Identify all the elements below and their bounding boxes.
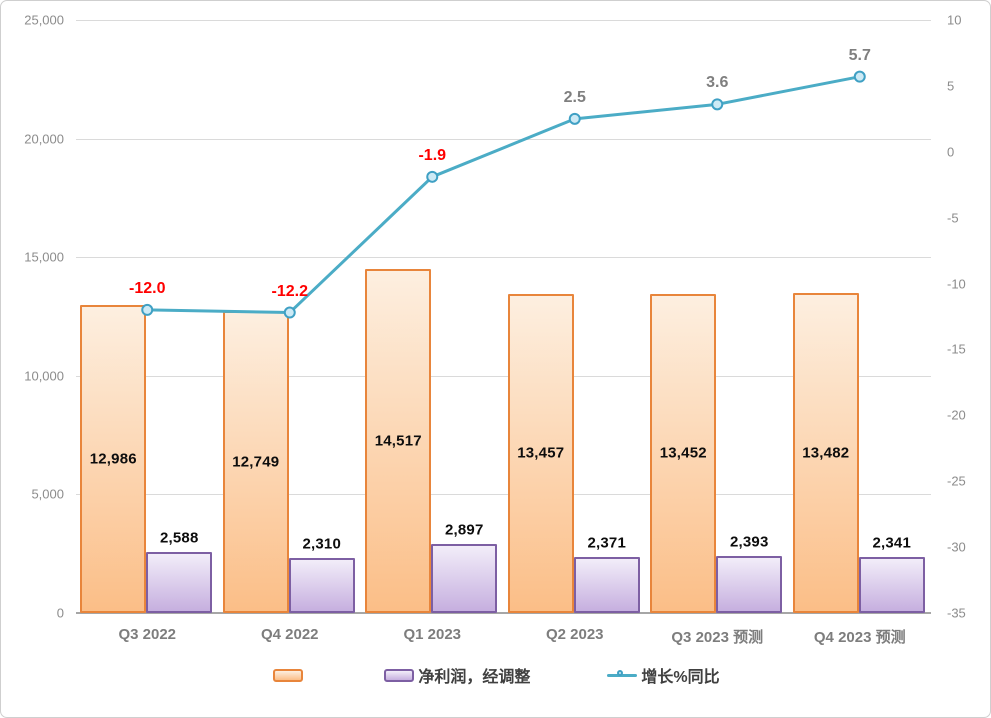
bar-value-label: 2,393 (729, 533, 769, 551)
bar-value-label: 14,517 (374, 432, 422, 450)
revenue-bar (222, 310, 289, 613)
y-axis-tick-label: 5,000 (31, 486, 64, 502)
right-axis-tick-label: 10 (947, 12, 962, 28)
right-axis-tick-label: 5 (947, 78, 955, 94)
right-axis-tick-label: -35 (947, 605, 966, 621)
right-axis-tick-label: -20 (947, 407, 966, 423)
legend-label-growth: 增长%同比 (641, 669, 720, 686)
x-axis-line (76, 612, 931, 614)
growth-value-label: -12.0 (129, 279, 166, 297)
growth-value-label: 3.6 (706, 74, 729, 92)
right-axis-tick-label: -5 (947, 210, 959, 226)
right-axis-tick-label: -10 (947, 276, 966, 292)
profit-bar (146, 551, 213, 613)
line-marker-icon (141, 303, 154, 316)
right-axis-tick-label: -25 (947, 473, 966, 489)
x-axis-label: Q2 2023 (545, 626, 604, 643)
revenue-bar (80, 304, 147, 613)
x-axis-label: Q3 2023 预测 (671, 629, 764, 646)
bar-value-label: 2,371 (587, 534, 627, 552)
growth-value-label: 5.7 (848, 46, 871, 64)
line-marker-icon (426, 170, 439, 183)
growth-value-label: 2.5 (563, 88, 586, 106)
legend-swatch-profit (384, 668, 415, 682)
bar-value-label: 2,341 (872, 534, 912, 552)
profit-bar (431, 544, 498, 613)
revenue-bar (650, 293, 717, 613)
line-marker-icon (711, 98, 724, 111)
growth-line-sample (607, 674, 638, 677)
right-axis-tick-label: 0 (947, 144, 955, 160)
x-axis-label: Q4 2022 (260, 626, 319, 643)
y-axis-left: 25,000 20,000 15,000 10,000 5,000 0 (1, 13, 64, 621)
bar-value-label: 2,588 (159, 529, 199, 547)
revenue-bar (792, 293, 859, 613)
plot-area: 12,986 2,588 12,749 2,310 14,517 2,897 13,457 2… (76, 20, 931, 614)
revenue-bar (507, 293, 574, 613)
line-marker-icon (568, 112, 581, 125)
x-axis-label: Q3 2022 (118, 626, 177, 643)
bar-value-label: 2,310 (302, 535, 342, 553)
profit-bar (573, 556, 640, 613)
bar-value-label: 2,897 (444, 521, 484, 539)
bar-value-label: 13,452 (659, 444, 707, 462)
y-axis-tick-label: 25,000 (24, 12, 64, 28)
x-axis-label: Q4 2023 预测 (813, 629, 906, 646)
legend-item-revenue (273, 668, 307, 682)
y-axis-tick-label: 0 (56, 605, 64, 621)
revenue-bar (365, 268, 432, 613)
bar-value-label: 13,457 (517, 444, 565, 462)
growth-value-label: -12.2 (271, 282, 308, 300)
x-axis-label: Q1 2023 (403, 626, 462, 643)
bar-value-label: 13,482 (802, 444, 850, 462)
legend: 净利润，经调整 增长%同比 (1, 659, 990, 691)
gridline (76, 494, 931, 496)
legend-label-profit: 净利润，经调整 (418, 669, 531, 686)
right-axis-tick-label: -30 (947, 539, 966, 555)
gridline (76, 138, 931, 140)
gridline (76, 375, 931, 377)
growth-line (147, 75, 861, 315)
line-marker-icon (853, 70, 866, 83)
gridline (76, 257, 931, 259)
bar-value-label: 12,986 (89, 450, 137, 468)
y-axis-tick-label: 20,000 (24, 131, 64, 147)
legend-swatch-revenue (273, 668, 304, 682)
y-axis-right: 10 5 0 -5 -10 -15 -20 -25 -30 -35 (947, 13, 989, 621)
legend-item-profit: 净利润，经调整 (384, 663, 530, 687)
growth-line-marker-icon (617, 670, 624, 676)
profit-bar (858, 557, 925, 613)
right-axis-tick-label: -15 (947, 341, 966, 357)
x-axis-labels: Q3 2022 Q4 2022 Q1 2023 Q2 2023 Q3 2023 预测 Q4… (76, 623, 931, 649)
bar-value-label: 12,749 (232, 453, 280, 471)
growth-line-layer (141, 70, 866, 319)
y-axis-tick-label: 10,000 (24, 368, 64, 384)
y-axis-tick-label: 15,000 (24, 249, 64, 265)
legend-swatch-growth-line (607, 670, 638, 680)
growth-value-label: -1.9 (418, 146, 447, 164)
gridline (76, 20, 931, 21)
profit-bar (716, 556, 783, 613)
legend-item-growth: 增长%同比 (607, 663, 720, 687)
line-marker-icon (283, 306, 296, 319)
profit-bar (288, 558, 355, 613)
